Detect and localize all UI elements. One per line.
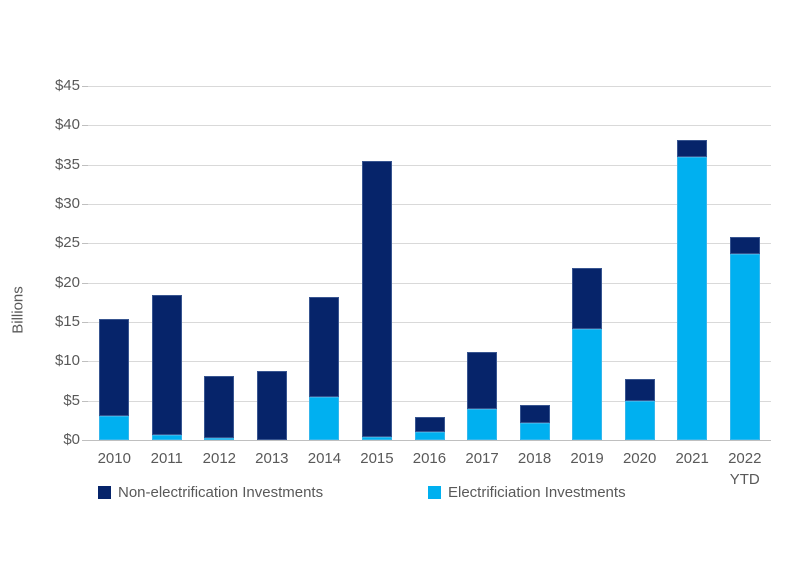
y-tick-mark xyxy=(82,125,88,127)
legend-item: Non-electrification Investments xyxy=(98,481,323,503)
y-tick-mark xyxy=(82,243,88,245)
bar-segment-non-electrification-2016 xyxy=(414,417,445,433)
y-tick-mark xyxy=(82,86,88,87)
gridline xyxy=(88,243,771,245)
x-tick-label: 2022 YTD xyxy=(728,450,762,488)
y-tick-label: $15 xyxy=(54,313,80,330)
bar-segment-non-electrification-2010 xyxy=(99,318,130,417)
bar-segment-non-electrification-2022 xyxy=(729,237,760,254)
bar-segment-electrification-2020 xyxy=(624,400,655,440)
bar-segment-non-electrification-2019 xyxy=(572,267,603,330)
bar-segment-electrification-2019 xyxy=(572,329,603,440)
x-tick-label: 2016 xyxy=(412,450,447,467)
y-tick-mark xyxy=(82,204,88,205)
bar-segment-non-electrification-2017 xyxy=(467,351,497,410)
y-tick-mark xyxy=(82,322,88,323)
y-tick-label: $45 xyxy=(54,77,80,94)
bar-segment-non-electrification-2018 xyxy=(519,405,550,423)
y-tick-label: $25 xyxy=(54,234,80,252)
gridline xyxy=(88,361,771,363)
legend-item: Electrificiation Investments xyxy=(428,481,626,503)
y-tick-label: $10 xyxy=(54,352,80,370)
y-tick-mark xyxy=(82,361,88,363)
x-tick-label: 2020 xyxy=(622,450,657,467)
y-tick-label: $20 xyxy=(54,273,80,291)
legend-swatch-icon xyxy=(98,485,111,499)
bar-segment-non-electrification-2020 xyxy=(624,378,655,401)
plot-area: $0 $5 $10 $15 $20 $25 $30 $35 $40 $45 2010 2011 2012… xyxy=(55,77,771,488)
x-tick-label: 2017 xyxy=(465,450,499,467)
y-tick-label: $0 xyxy=(63,431,80,448)
bar-segment-electrification-2011 xyxy=(151,434,182,440)
gridline xyxy=(88,86,771,87)
x-tick-label: 2013 xyxy=(255,450,289,467)
bar-segment-electrification-2015 xyxy=(362,436,392,440)
x-tick-label: 2011 xyxy=(150,450,183,467)
legend-label: Electrificiation Investments xyxy=(448,483,626,501)
bar-segment-electrification-2021 xyxy=(677,156,708,440)
x-tick-label: 2012 xyxy=(202,450,237,467)
bar-segment-electrification-2010 xyxy=(99,416,130,440)
x-tick-label: 2018 xyxy=(517,450,552,467)
bar-segment-electrification-2016 xyxy=(414,432,445,440)
gridline xyxy=(88,125,771,127)
bar-segment-electrification-2022 xyxy=(729,253,760,440)
x-tick-label: 2019 xyxy=(570,450,604,467)
legend-label: Non-electrification Investments xyxy=(118,483,324,501)
y-tick-mark xyxy=(82,282,88,284)
bar-segment-non-electrification-2014 xyxy=(309,296,340,397)
gridline xyxy=(88,322,771,323)
y-tick-label: $30 xyxy=(54,195,80,212)
bar-segment-non-electrification-2021 xyxy=(677,139,708,157)
y-tick-mark xyxy=(82,400,88,402)
bar-segment-non-electrification-2015 xyxy=(362,160,392,437)
legend: Non-electrification Investments Electrifi… xyxy=(0,481,800,503)
gridline xyxy=(88,282,771,284)
x-tick-label: 2015 xyxy=(360,450,394,467)
bar-segment-electrification-2018 xyxy=(519,422,550,440)
x-tick-label: 2021 xyxy=(675,450,709,467)
gridline xyxy=(88,164,771,166)
legend-swatch-icon xyxy=(428,485,441,499)
bar-segment-electrification-2014 xyxy=(309,396,340,440)
y-tick-label: $35 xyxy=(54,155,80,173)
x-tick-label: 2010 xyxy=(97,450,131,467)
gridline xyxy=(88,400,771,402)
x-tick-label: 2014 xyxy=(307,450,342,467)
bar-segment-non-electrification-2013 xyxy=(256,370,287,440)
bar-segment-electrification-2012 xyxy=(204,438,235,440)
y-tick-mark xyxy=(82,440,88,441)
y-tick-label: $40 xyxy=(54,116,80,134)
bar-segment-non-electrification-2011 xyxy=(151,294,182,435)
bar-segment-electrification-2017 xyxy=(467,409,497,440)
y-tick-mark xyxy=(82,164,88,166)
gridline xyxy=(88,204,771,205)
y-axis-title: Billions xyxy=(9,286,27,334)
bar-segment-non-electrification-2012 xyxy=(204,375,235,439)
y-tick-label: $5 xyxy=(63,391,80,409)
x-axis-line xyxy=(88,440,771,441)
